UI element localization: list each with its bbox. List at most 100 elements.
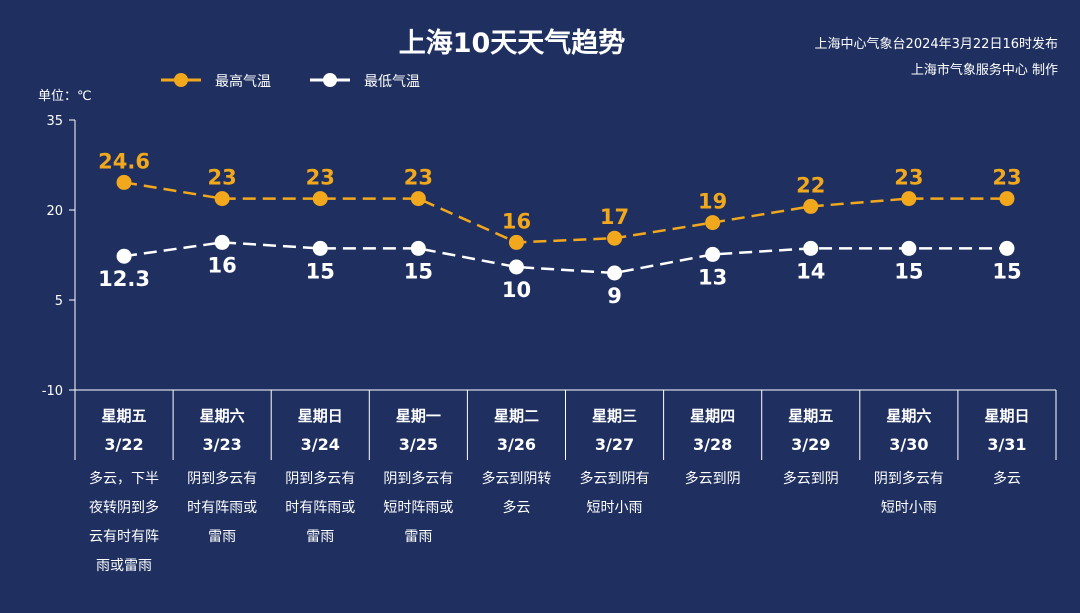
y-tick-label: 5 — [55, 294, 63, 309]
low-temp-label: 10 — [502, 278, 531, 302]
weekday-label: 星期三 — [592, 407, 637, 425]
weather-description-line: 雷雨 — [306, 529, 334, 545]
date-label: 3/25 — [399, 435, 438, 454]
high-temp-label: 23 — [404, 166, 433, 190]
date-label: 3/31 — [987, 435, 1026, 454]
series-lines — [123, 181, 1007, 275]
weekday-label: 星期六 — [200, 407, 245, 425]
low-temp-point — [803, 240, 819, 256]
high-temp-point — [508, 234, 524, 250]
weather-description-line: 雷雨 — [208, 529, 236, 545]
low-temp-point — [901, 240, 917, 256]
weekday-label: 星期四 — [690, 407, 735, 425]
high-temp-label: 23 — [992, 166, 1021, 190]
high-temp-line — [123, 181, 1007, 244]
unit-label: 单位：℃ — [38, 89, 92, 104]
weather-description-line: 云有时有阵 — [89, 529, 159, 545]
weather-description-line: 多云，下半 — [89, 470, 159, 487]
y-tick-label: 20 — [46, 204, 63, 219]
chart-title: 上海10天天气趋势 — [399, 28, 626, 59]
low-temp-point — [999, 240, 1015, 256]
low-temp-point — [705, 246, 721, 262]
legend-high-marker — [174, 73, 188, 87]
weather-description-line: 阴到多云有 — [383, 470, 453, 487]
weekday-label: 星期五 — [788, 407, 833, 425]
low-temp-label: 15 — [894, 259, 923, 283]
weekday-label: 星期五 — [102, 407, 147, 425]
weather-description-line: 多云到阴有 — [580, 470, 650, 487]
high-temp-point — [705, 215, 721, 231]
low-temp-label: 9 — [607, 284, 622, 308]
date-label: 3/27 — [595, 435, 634, 454]
high-temp-point — [214, 191, 230, 207]
low-temp-point — [508, 259, 524, 275]
weather-description-line: 时有阵雨或 — [187, 500, 257, 516]
date-label: 3/23 — [203, 435, 242, 454]
y-ticks: -10 5 20 35 — [42, 114, 75, 399]
weather-description-line: 夜转阴到多 — [89, 499, 159, 516]
high-temp-label: 23 — [208, 166, 237, 190]
high-temp-point — [803, 198, 819, 214]
weekday-label: 星期二 — [494, 407, 539, 425]
data-labels: 24.6 23 23 23 16 17 19 22 23 23 12.3 16 15 15 10 9 13 14 1… — [98, 149, 1021, 308]
date-label: 3/30 — [889, 435, 928, 454]
low-temp-label: 15 — [404, 259, 433, 283]
low-temp-point — [116, 248, 132, 264]
legend-high-label: 最高气温 — [215, 73, 271, 90]
high-temp-point — [999, 191, 1015, 207]
high-temp-label: 24.6 — [98, 149, 150, 173]
legend-low-marker — [323, 73, 337, 87]
weather-description-line: 时有阵雨或 — [285, 500, 355, 516]
y-tick-label: -10 — [42, 384, 63, 399]
weekday-label: 星期日 — [984, 407, 1029, 425]
y-tick-label: 35 — [46, 114, 63, 129]
issuer-line-2: 上海市气象服务中心 制作 — [911, 62, 1058, 78]
low-temp-point — [410, 240, 426, 256]
legend: 最高气温 最低气温 — [161, 73, 420, 90]
date-label: 3/24 — [301, 435, 340, 454]
weather-description-line: 短时小雨 — [587, 500, 643, 516]
weather-description-line: 多云到阴 — [783, 470, 839, 487]
weather-description-line: 阴到多云有 — [187, 470, 257, 487]
weather-description-line: 雨或雷雨 — [96, 558, 152, 574]
high-temp-label: 17 — [600, 205, 629, 229]
series-points — [116, 174, 1015, 281]
low-temp-label: 14 — [796, 259, 825, 283]
low-temp-label: 16 — [208, 253, 237, 277]
date-label: 3/22 — [104, 435, 143, 454]
legend-low-label: 最低气温 — [364, 74, 420, 90]
low-temp-label: 12.3 — [98, 267, 150, 291]
high-temp-point — [116, 174, 132, 190]
weather-description-line: 雷雨 — [404, 529, 432, 545]
low-temp-point — [312, 240, 328, 256]
weekday-label: 星期一 — [396, 407, 441, 425]
low-temp-label: 13 — [698, 265, 727, 289]
weather-description-line: 多云到阴转 — [481, 470, 551, 487]
weather-description-line: 短时小雨 — [881, 500, 937, 516]
weather-description-line: 阴到多云有 — [285, 470, 355, 487]
issuer-line-1: 上海中心气象台2024年3月22日16时发布 — [815, 36, 1058, 52]
high-temp-label: 23 — [306, 166, 335, 190]
weekday-label: 星期日 — [298, 407, 343, 425]
low-temp-label: 15 — [992, 259, 1021, 283]
date-label: 3/29 — [791, 435, 830, 454]
low-temp-point — [607, 265, 623, 281]
high-temp-point — [410, 191, 426, 207]
high-temp-point — [312, 191, 328, 207]
low-temp-line — [123, 241, 1007, 275]
weather-description-line: 多云 — [502, 499, 530, 516]
high-temp-label: 22 — [796, 173, 825, 197]
high-temp-point — [901, 191, 917, 207]
high-temp-point — [607, 230, 623, 246]
high-temp-label: 16 — [502, 209, 531, 233]
weather-description-line: 多云 — [993, 470, 1021, 487]
low-temp-point — [214, 234, 230, 250]
weather-description-line: 阴到多云有 — [874, 470, 944, 487]
weather-description-line: 多云到阴 — [685, 470, 741, 487]
weekday-label: 星期六 — [886, 407, 931, 425]
date-label: 3/28 — [693, 435, 732, 454]
date-label: 3/26 — [497, 435, 536, 454]
